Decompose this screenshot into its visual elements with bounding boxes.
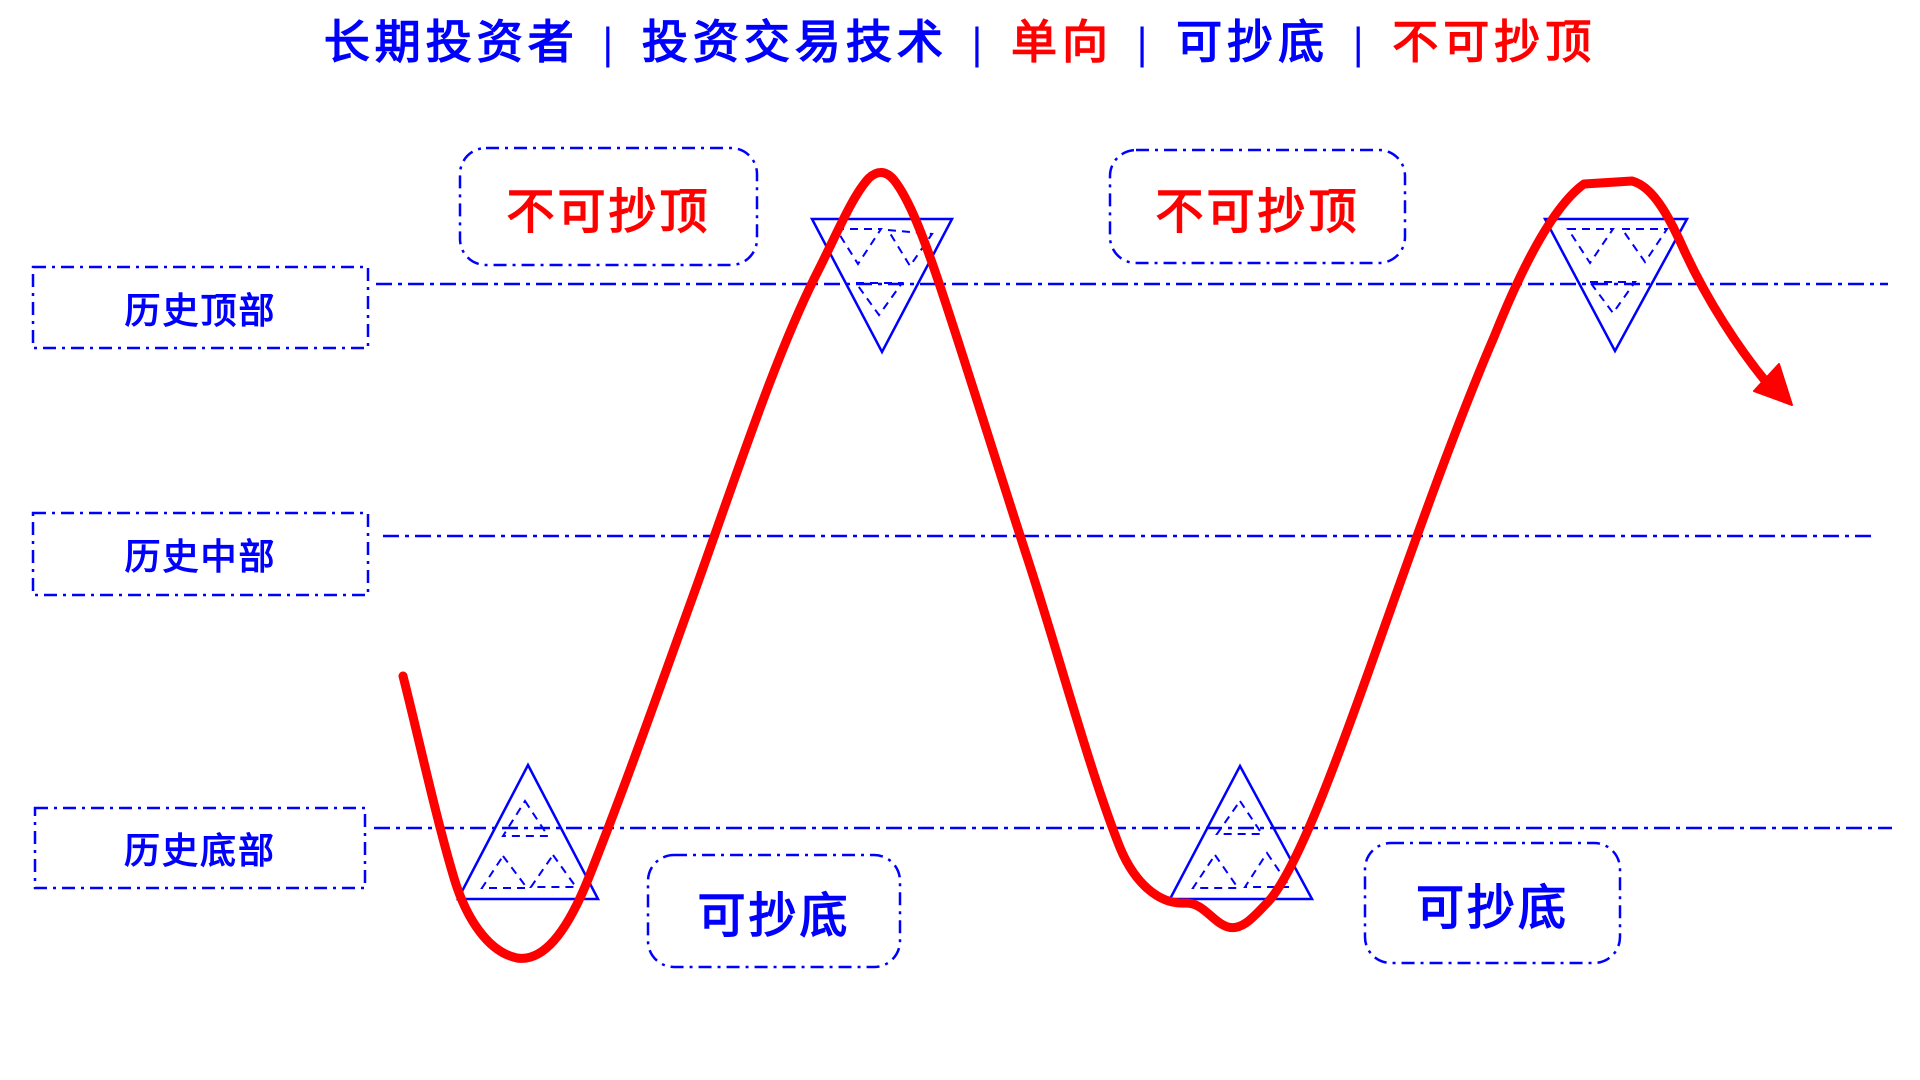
historical-top-box <box>31 265 370 350</box>
title-segment-notop: 不可抄顶 <box>1392 17 1597 68</box>
trough1-sub-triangle-1 <box>501 799 550 837</box>
peak1-sub-triangle-1 <box>834 228 883 266</box>
peak2-triangle <box>1542 217 1690 354</box>
historical-middle-label: 历史中部 <box>124 537 277 577</box>
buy-bottom-callout-box-2 <box>1363 841 1622 965</box>
no-top-callout-1: 不可抄顶 <box>506 185 711 239</box>
peak2-sub-triangle-1 <box>1566 228 1615 265</box>
trough1-sub-triangle-2 <box>480 854 529 889</box>
peak1-sub-triangle-3 <box>854 282 904 317</box>
historical-middle-box <box>31 511 370 597</box>
peak2-sub-triangle-3 <box>1588 281 1637 315</box>
buy-bottom-callout-2: 可抄底 <box>1415 882 1569 935</box>
trough2-sub-triangle-2 <box>1191 853 1240 889</box>
no-top-callout-box-1 <box>458 146 759 267</box>
historical-top-label: 历史顶部 <box>124 290 277 331</box>
title-segment-oneway: 单向 <box>1011 17 1113 68</box>
buy-bottom-callout-1: 可抄底 <box>697 890 851 943</box>
historical-bottom-label: 历史底部 <box>123 831 276 871</box>
peak2-sub-triangle-2 <box>1620 228 1669 264</box>
title-separator: | <box>602 17 618 68</box>
price-curve <box>398 168 1777 963</box>
trough1-sub-triangle-3 <box>529 853 578 888</box>
peak1-sub-triangle-2 <box>886 228 934 268</box>
title-separator: | <box>971 17 987 68</box>
page-title: 长期投资者 | 投资交易技术 | 单向 | 可抄底 | 不可抄顶 <box>0 6 1920 72</box>
title-segment-technique: 投资交易技术 <box>641 17 948 68</box>
trough2-sub-triangle-3 <box>1243 851 1292 888</box>
trough2-sub-triangle-1 <box>1215 799 1264 835</box>
historical-bottom-box <box>33 806 367 890</box>
no-top-callout-2: 不可抄顶 <box>1155 185 1360 239</box>
peak1-triangle <box>809 217 955 355</box>
title-segment-buybottom: 可抄底 <box>1176 17 1330 68</box>
trough1-triangle <box>455 762 601 901</box>
title-separator: | <box>1137 17 1153 68</box>
trough2-triangle <box>1167 763 1315 901</box>
no-top-callout-box-2 <box>1108 148 1407 265</box>
title-segment-investor: 长期投资者 <box>323 17 579 68</box>
title-separator: | <box>1353 17 1369 68</box>
buy-bottom-callout-box-1 <box>646 853 902 969</box>
arrow-head <box>1753 363 1793 406</box>
